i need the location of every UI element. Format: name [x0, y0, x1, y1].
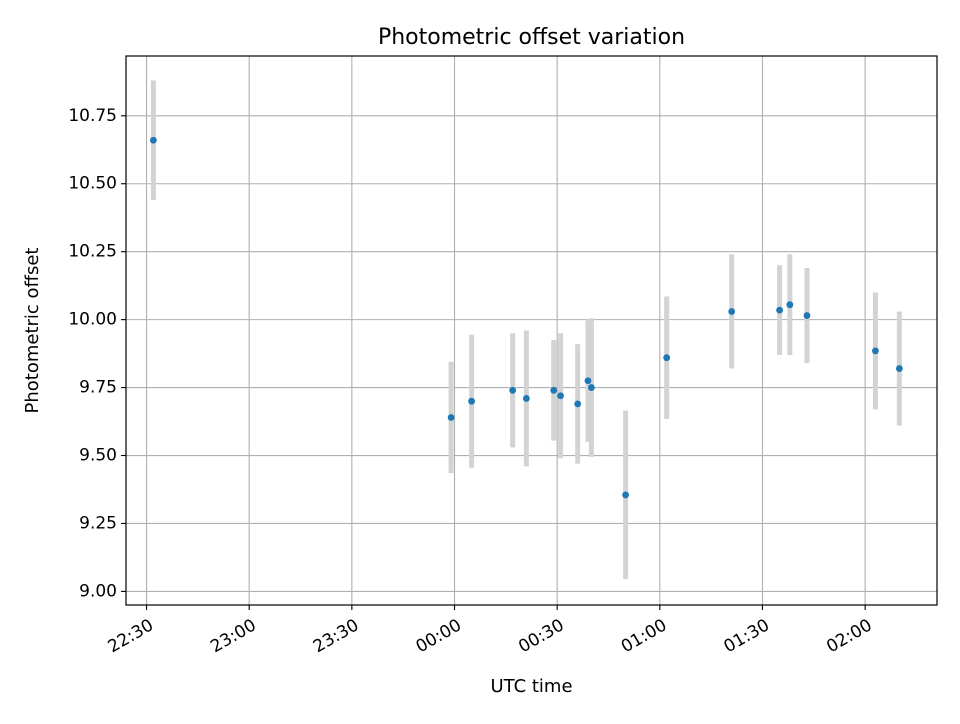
- y-tick-label: 10.50: [68, 174, 117, 194]
- data-point: [786, 301, 794, 309]
- data-point: [622, 491, 630, 499]
- data-point: [149, 136, 157, 144]
- y-tick-label: 9.50: [79, 446, 117, 466]
- data-point: [587, 384, 595, 391]
- plot-frame: [125, 55, 938, 606]
- x-axis-label: UTC time: [490, 676, 572, 697]
- data-point: [522, 395, 530, 402]
- data-point: [663, 354, 671, 362]
- point-layer: [149, 136, 903, 499]
- y-tick-label: 9.75: [79, 378, 117, 398]
- data-point: [468, 397, 476, 405]
- data-point: [584, 377, 592, 385]
- data-point: [557, 392, 564, 400]
- y-tick-label: 9.00: [79, 581, 117, 601]
- data-point: [895, 365, 903, 372]
- y-tick-label: 10.75: [68, 106, 117, 126]
- data-point: [728, 308, 736, 315]
- data-point: [803, 312, 811, 319]
- data-point: [776, 306, 783, 314]
- data-point: [872, 347, 879, 355]
- y-tick-label: 9.25: [79, 513, 117, 533]
- chart-title: Photometric offset variation: [378, 25, 685, 50]
- data-point: [550, 386, 558, 394]
- grid-layer: [126, 56, 937, 605]
- data-point: [574, 400, 582, 408]
- y-axis-label: Photometric offset: [22, 248, 43, 414]
- data-point: [447, 414, 455, 421]
- y-tick-label: 10.25: [68, 242, 117, 262]
- y-tick-label: 10.00: [68, 310, 117, 330]
- data-point: [509, 386, 517, 394]
